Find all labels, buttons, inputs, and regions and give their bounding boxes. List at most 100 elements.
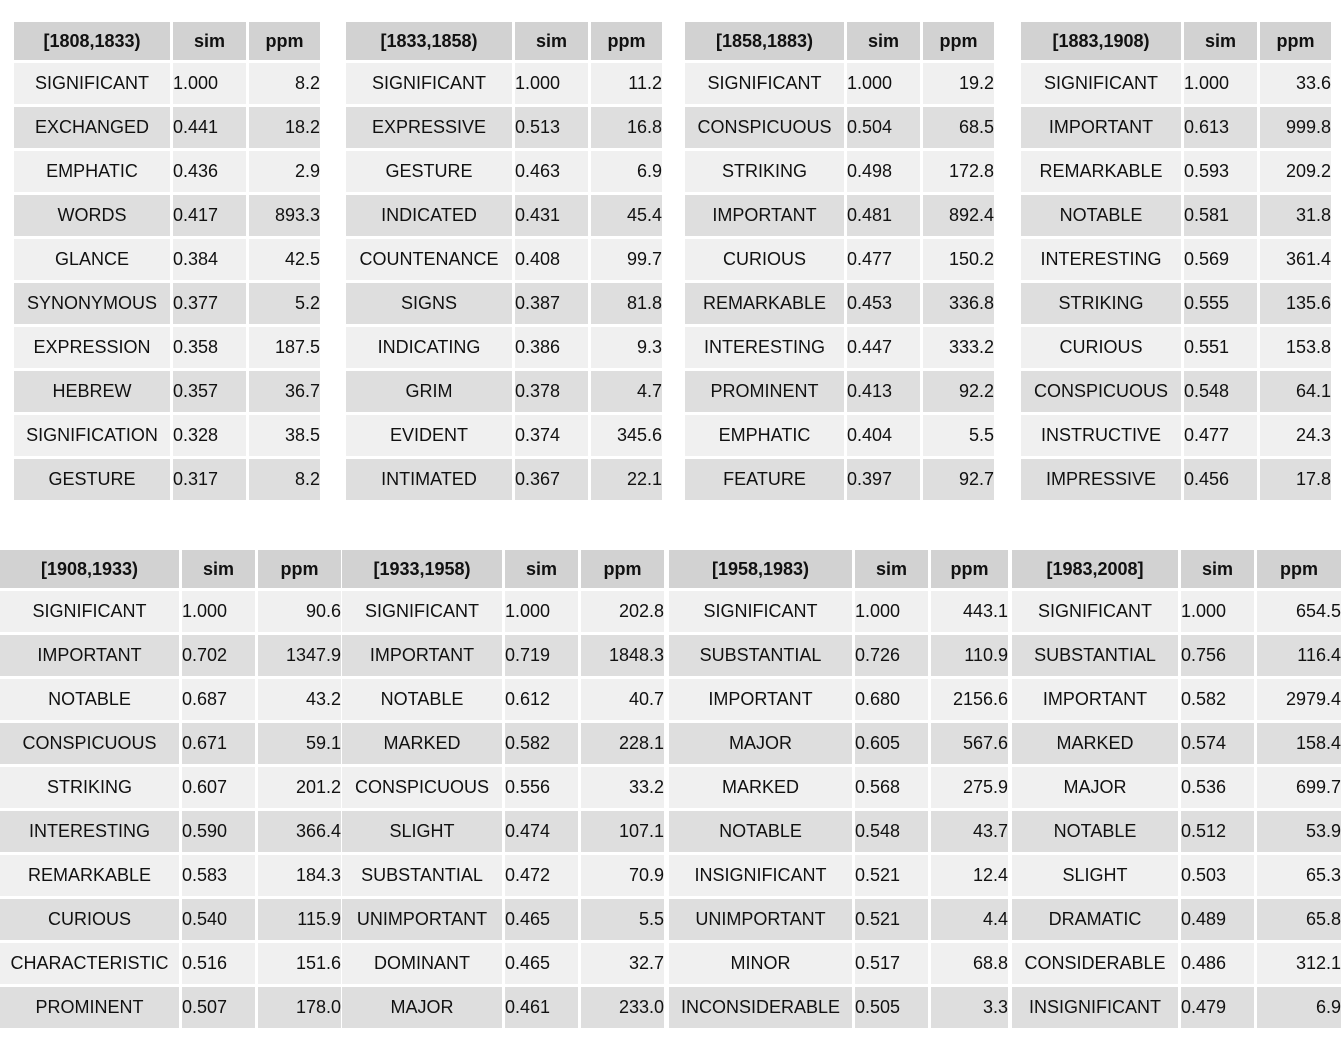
ppm-cell: 333.2 [923, 327, 994, 368]
ppm-cell: 567.6 [931, 723, 1008, 764]
sim-cell: 0.479 [1181, 987, 1254, 1028]
word-cell: CURIOUS [685, 239, 844, 280]
table-row: SIGNIFICANT 1.000 90.6 [0, 591, 341, 632]
table-row: CONSPICUOUS 0.556 33.2 [342, 767, 664, 808]
table-row: SUBSTANTIAL 0.472 70.9 [342, 855, 664, 896]
word-cell: SUBSTANTIAL [342, 855, 502, 896]
table-row: IMPORTANT 0.680 2156.6 [669, 679, 1008, 720]
sim-cell: 0.612 [505, 679, 578, 720]
table-row: INSIGNIFICANT 0.521 12.4 [669, 855, 1008, 896]
ppm-cell: 366.4 [258, 811, 341, 852]
ppm-cell: 4.4 [931, 899, 1008, 940]
ppm-cell: 38.5 [249, 415, 320, 456]
sim-header: sim [1184, 22, 1257, 60]
sim-header: sim [505, 550, 578, 588]
sim-cell: 0.417 [173, 195, 246, 236]
sim-header: sim [855, 550, 928, 588]
ppm-cell: 92.2 [923, 371, 994, 412]
ppm-cell: 6.9 [591, 151, 662, 192]
word-cell: EMPHATIC [685, 415, 844, 456]
word-cell: SIGNIFICANT [14, 63, 170, 104]
table-row: MAJOR 0.605 567.6 [669, 723, 1008, 764]
table-period-4: [1883,1908) sim ppm SIGNIFICANT 1.000 33.6 IMP… [1018, 19, 1334, 503]
word-cell: MARKED [669, 767, 852, 808]
table-row: GLANCE 0.384 42.5 [14, 239, 320, 280]
sim-cell: 0.687 [182, 679, 255, 720]
word-cell: SIGNIFICATION [14, 415, 170, 456]
sim-cell: 0.512 [1181, 811, 1254, 852]
word-cell: INTIMATED [346, 459, 512, 500]
ppm-cell: 68.5 [923, 107, 994, 148]
word-cell: SUBSTANTIAL [1012, 635, 1178, 676]
sim-cell: 0.408 [515, 239, 588, 280]
table-row: INDICATING 0.386 9.3 [346, 327, 662, 368]
ppm-cell: 32.7 [581, 943, 664, 984]
ppm-cell: 233.0 [581, 987, 664, 1028]
ppm-cell: 68.8 [931, 943, 1008, 984]
word-cell: REMARKABLE [0, 855, 179, 896]
ppm-cell: 16.8 [591, 107, 662, 148]
sim-cell: 0.504 [847, 107, 920, 148]
word-cell: MINOR [669, 943, 852, 984]
ppm-cell: 6.9 [1257, 987, 1341, 1028]
ppm-cell: 4.7 [591, 371, 662, 412]
sim-cell: 0.328 [173, 415, 246, 456]
ppm-cell: 361.4 [1260, 239, 1331, 280]
sim-cell: 0.441 [173, 107, 246, 148]
period-header: [1808,1833) [14, 22, 170, 60]
table-row: STRIKING 0.607 201.2 [0, 767, 341, 808]
sim-cell: 1.000 [505, 591, 578, 632]
word-cell: MAJOR [1012, 767, 1178, 808]
table-row: IMPORTANT 0.481 892.4 [685, 195, 994, 236]
table-row: FEATURE 0.397 92.7 [685, 459, 994, 500]
word-cell: EXPRESSION [14, 327, 170, 368]
ppm-header: ppm [249, 22, 320, 60]
word-cell: SIGNIFICANT [346, 63, 512, 104]
sim-header: sim [1181, 550, 1254, 588]
table-row: EXPRESSIVE 0.513 16.8 [346, 107, 662, 148]
sim-cell: 0.548 [1184, 371, 1257, 412]
sim-cell: 0.436 [173, 151, 246, 192]
ppm-cell: 64.1 [1260, 371, 1331, 412]
period-header: [1883,1908) [1021, 22, 1181, 60]
sim-cell: 0.555 [1184, 283, 1257, 324]
header-row: [1858,1883) sim ppm [685, 22, 994, 60]
word-cell: MAJOR [342, 987, 502, 1028]
word-cell: EXCHANGED [14, 107, 170, 148]
sim-cell: 0.461 [505, 987, 578, 1028]
ppm-cell: 275.9 [931, 767, 1008, 808]
word-cell: CONSPICUOUS [685, 107, 844, 148]
sim-cell: 0.465 [505, 943, 578, 984]
sim-cell: 0.613 [1184, 107, 1257, 148]
ppm-cell: 43.7 [931, 811, 1008, 852]
ppm-header: ppm [581, 550, 664, 588]
ppm-cell: 19.2 [923, 63, 994, 104]
table-row: PROMINENT 0.507 178.0 [0, 987, 341, 1028]
ppm-cell: 33.6 [1260, 63, 1331, 104]
word-cell: NOTABLE [1012, 811, 1178, 852]
word-cell: INSTRUCTIVE [1021, 415, 1181, 456]
table-row: EXCHANGED 0.441 18.2 [14, 107, 320, 148]
sim-cell: 0.477 [1184, 415, 1257, 456]
ppm-cell: 31.8 [1260, 195, 1331, 236]
ppm-cell: 40.7 [581, 679, 664, 720]
table-row: GESTURE 0.317 8.2 [14, 459, 320, 500]
sim-cell: 0.453 [847, 283, 920, 324]
table-row: CONSPICUOUS 0.671 59.1 [0, 723, 341, 764]
ppm-cell: 18.2 [249, 107, 320, 148]
ppm-header: ppm [258, 550, 341, 588]
table-row: SIGNIFICANT 1.000 443.1 [669, 591, 1008, 632]
ppm-cell: 336.8 [923, 283, 994, 324]
ppm-cell: 5.5 [581, 899, 664, 940]
ppm-header: ppm [591, 22, 662, 60]
word-cell: NOTABLE [669, 811, 852, 852]
table-row: SYNONYMOUS 0.377 5.2 [14, 283, 320, 324]
sim-cell: 0.582 [505, 723, 578, 764]
sim-cell: 0.456 [1184, 459, 1257, 500]
table-row: GRIM 0.378 4.7 [346, 371, 662, 412]
word-cell: INDICATING [346, 327, 512, 368]
table-row: NOTABLE 0.687 43.2 [0, 679, 341, 720]
ppm-cell: 110.9 [931, 635, 1008, 676]
sim-header: sim [182, 550, 255, 588]
ppm-cell: 11.2 [591, 63, 662, 104]
